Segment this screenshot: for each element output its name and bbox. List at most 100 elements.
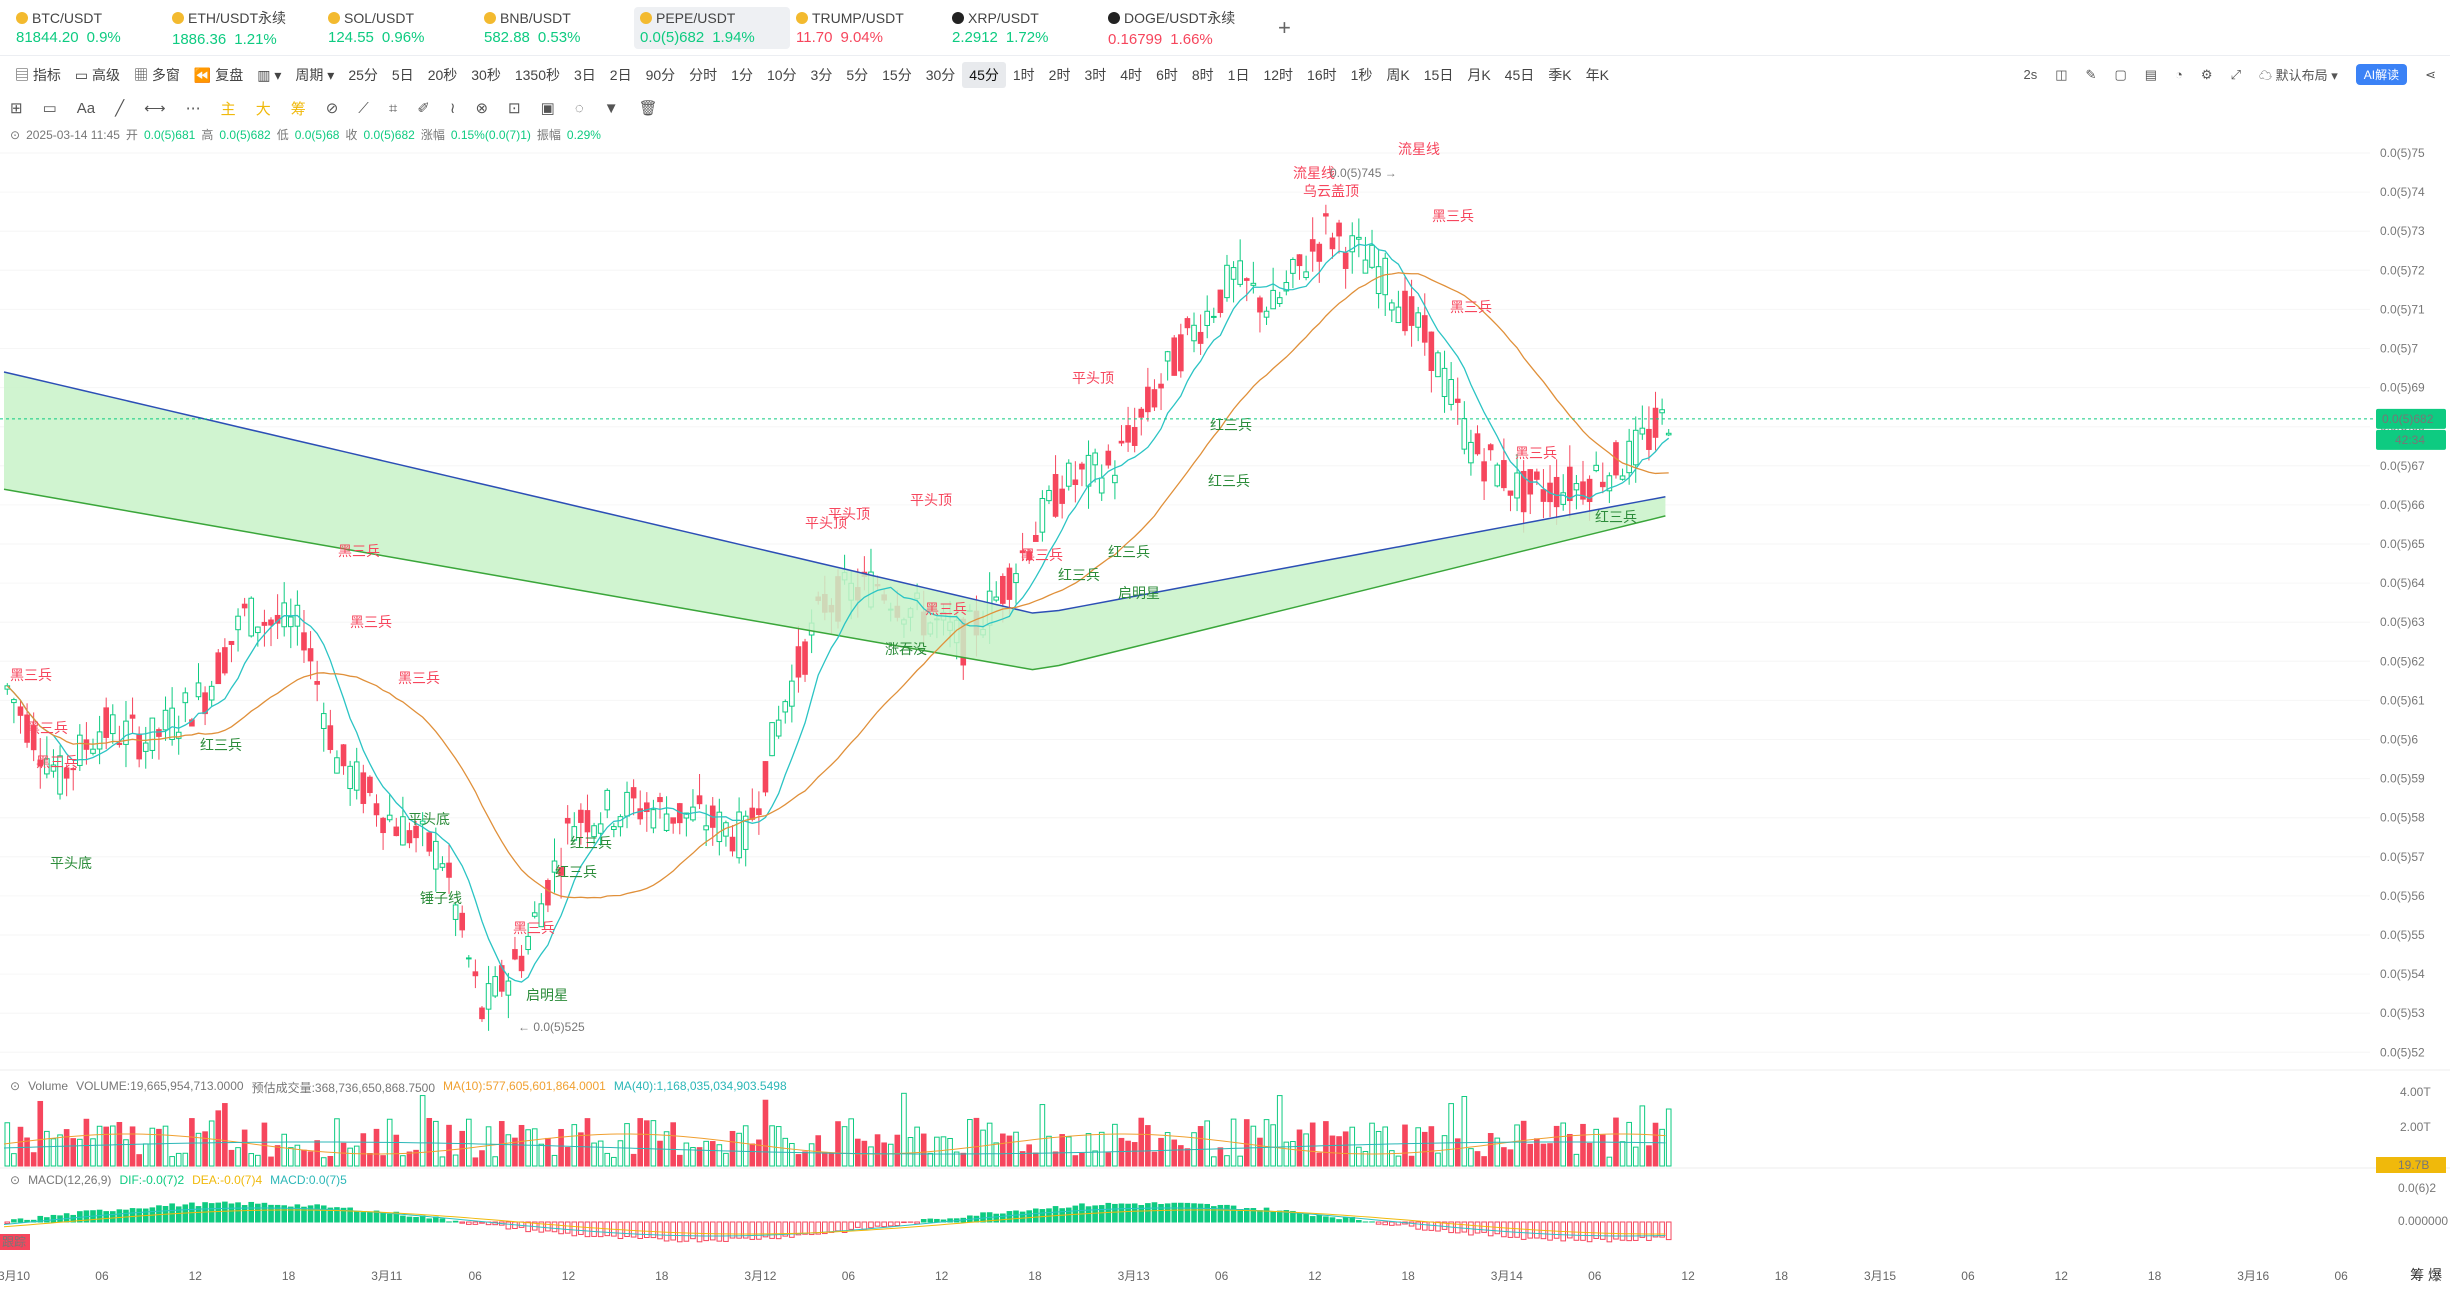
candle-body[interactable]	[802, 641, 808, 675]
candle-body[interactable]	[327, 725, 334, 750]
candle-body[interactable]	[314, 681, 320, 685]
candle-body[interactable]	[1599, 481, 1606, 488]
candle-body[interactable]	[1210, 315, 1217, 318]
candle-body[interactable]	[24, 714, 30, 743]
candle-body[interactable]	[1013, 573, 1019, 584]
candle-body[interactable]	[1237, 260, 1243, 285]
candle-body[interactable]	[657, 797, 663, 803]
candle-body[interactable]	[268, 619, 274, 626]
candle-body[interactable]	[353, 761, 360, 791]
candle-body[interactable]	[663, 813, 670, 831]
main-indicator-toggle[interactable]: 主	[220, 100, 236, 118]
candle-body[interactable]	[498, 965, 505, 992]
candle-body[interactable]	[136, 733, 142, 760]
candle-body[interactable]	[578, 809, 584, 823]
period-4时[interactable]: 4时	[1120, 67, 1143, 83]
candle-body[interactable]	[1046, 489, 1052, 502]
period-1秒[interactable]: 1秒	[1350, 67, 1373, 83]
candle-body[interactable]	[44, 758, 50, 775]
candle-body[interactable]	[195, 682, 202, 698]
candle-body[interactable]	[360, 772, 367, 804]
candle-body[interactable]	[650, 809, 657, 829]
period-20秒[interactable]: 20秒	[427, 67, 458, 83]
candle-body[interactable]	[472, 971, 479, 977]
candle-body[interactable]	[129, 714, 136, 719]
candle-body[interactable]	[1158, 383, 1164, 389]
candle-body[interactable]	[584, 810, 591, 833]
candle-body[interactable]	[1164, 351, 1171, 362]
period-3日[interactable]: 3日	[574, 67, 596, 83]
ticker-btcusdt[interactable]: BTC/USDT 81844.20 0.9%	[10, 7, 166, 49]
candle-body[interactable]	[1270, 289, 1276, 310]
candle-body[interactable]	[1026, 551, 1033, 561]
candle-body[interactable]	[1052, 474, 1059, 517]
candle-body[interactable]	[142, 742, 149, 752]
candle-body[interactable]	[1441, 367, 1448, 398]
candle-body[interactable]	[1534, 471, 1540, 480]
candle-body[interactable]	[1112, 474, 1118, 484]
candle-body[interactable]	[149, 717, 156, 751]
link-icon[interactable]: ⊗	[475, 100, 489, 117]
candle-body[interactable]	[380, 817, 386, 834]
period-1日[interactable]: 1日	[1227, 67, 1250, 83]
ticker-pepeusdt[interactable]: PEPE/USDT 0.0(5)682 1.94%	[634, 6, 790, 49]
candle-body[interactable]	[729, 836, 736, 852]
candle-body[interactable]	[525, 935, 531, 951]
candle-body[interactable]	[1606, 475, 1613, 492]
candle-body[interactable]	[446, 862, 452, 878]
ticker-solusdt[interactable]: SOL/USDT 124.55 0.96%	[322, 7, 478, 49]
candle-body[interactable]	[1474, 433, 1481, 455]
candle-body[interactable]	[281, 602, 288, 628]
candle-body[interactable]	[696, 795, 703, 805]
pen-icon[interactable]: ✎	[2085, 66, 2097, 82]
candle-body[interactable]	[1514, 472, 1520, 499]
candle-body[interactable]	[1369, 244, 1375, 268]
period-5分[interactable]: 5分	[846, 67, 869, 83]
candle-body[interactable]	[538, 903, 545, 928]
candle-body[interactable]	[1481, 461, 1487, 482]
candle-body[interactable]	[479, 1007, 485, 1020]
eye-icon[interactable]: ⊙	[10, 1079, 21, 1093]
indicators-button[interactable]: ▤ 指标	[15, 67, 61, 83]
candle-body[interactable]	[1243, 278, 1250, 281]
big-order-toggle[interactable]: 大	[255, 100, 271, 118]
candle-body[interactable]	[1145, 386, 1151, 413]
candle-body[interactable]	[716, 811, 723, 843]
candle-body[interactable]	[1626, 440, 1632, 474]
candle-body[interactable]	[1487, 444, 1494, 451]
candle-body[interactable]	[1553, 476, 1560, 508]
candle-body[interactable]	[1421, 315, 1428, 343]
candle-body[interactable]	[1072, 479, 1079, 486]
rectangle-icon[interactable]: ▭	[42, 100, 57, 117]
ticker-ethusdt[interactable]: ETH/USDT永续 1886.36 1.21%	[166, 7, 322, 49]
refresh-interval[interactable]: 2s	[2023, 67, 2038, 82]
period-年K[interactable]: 年K	[1585, 67, 1609, 83]
candle-body[interactable]	[749, 807, 756, 820]
candle-body[interactable]	[597, 823, 604, 834]
eraser-icon[interactable]: ◌	[574, 99, 584, 117]
candle-body[interactable]	[558, 867, 564, 876]
candle-body[interactable]	[1639, 427, 1646, 435]
candle-body[interactable]	[1646, 428, 1652, 450]
collapse-icon[interactable]: ⊙	[10, 127, 21, 142]
candle-body[interactable]	[1520, 470, 1527, 513]
candle-body[interactable]	[1230, 267, 1237, 280]
candle-body[interactable]	[1540, 489, 1547, 502]
layout-dropdown[interactable]: ☁ 默认布局 ▾	[2258, 68, 2338, 83]
candle-body[interactable]	[1118, 440, 1125, 444]
fullscreen-icon[interactable]: ⤢	[2230, 66, 2241, 82]
candle-body[interactable]	[637, 808, 644, 820]
candle-body[interactable]	[386, 814, 393, 821]
candle-body[interactable]	[1652, 407, 1659, 438]
period-分时[interactable]: 分时	[689, 67, 718, 83]
period-30秒[interactable]: 30秒	[471, 67, 501, 83]
brush-icon[interactable]: ✐	[417, 100, 430, 117]
candle-body[interactable]	[742, 815, 749, 850]
candle-body[interactable]	[1217, 289, 1224, 313]
candle-body[interactable]	[116, 742, 123, 746]
candle-body[interactable]	[1494, 464, 1501, 487]
candle-body[interactable]	[452, 904, 459, 920]
candle-body[interactable]	[795, 646, 802, 678]
period-2时[interactable]: 2时	[1048, 67, 1071, 83]
period-5日[interactable]: 5日	[391, 67, 414, 83]
